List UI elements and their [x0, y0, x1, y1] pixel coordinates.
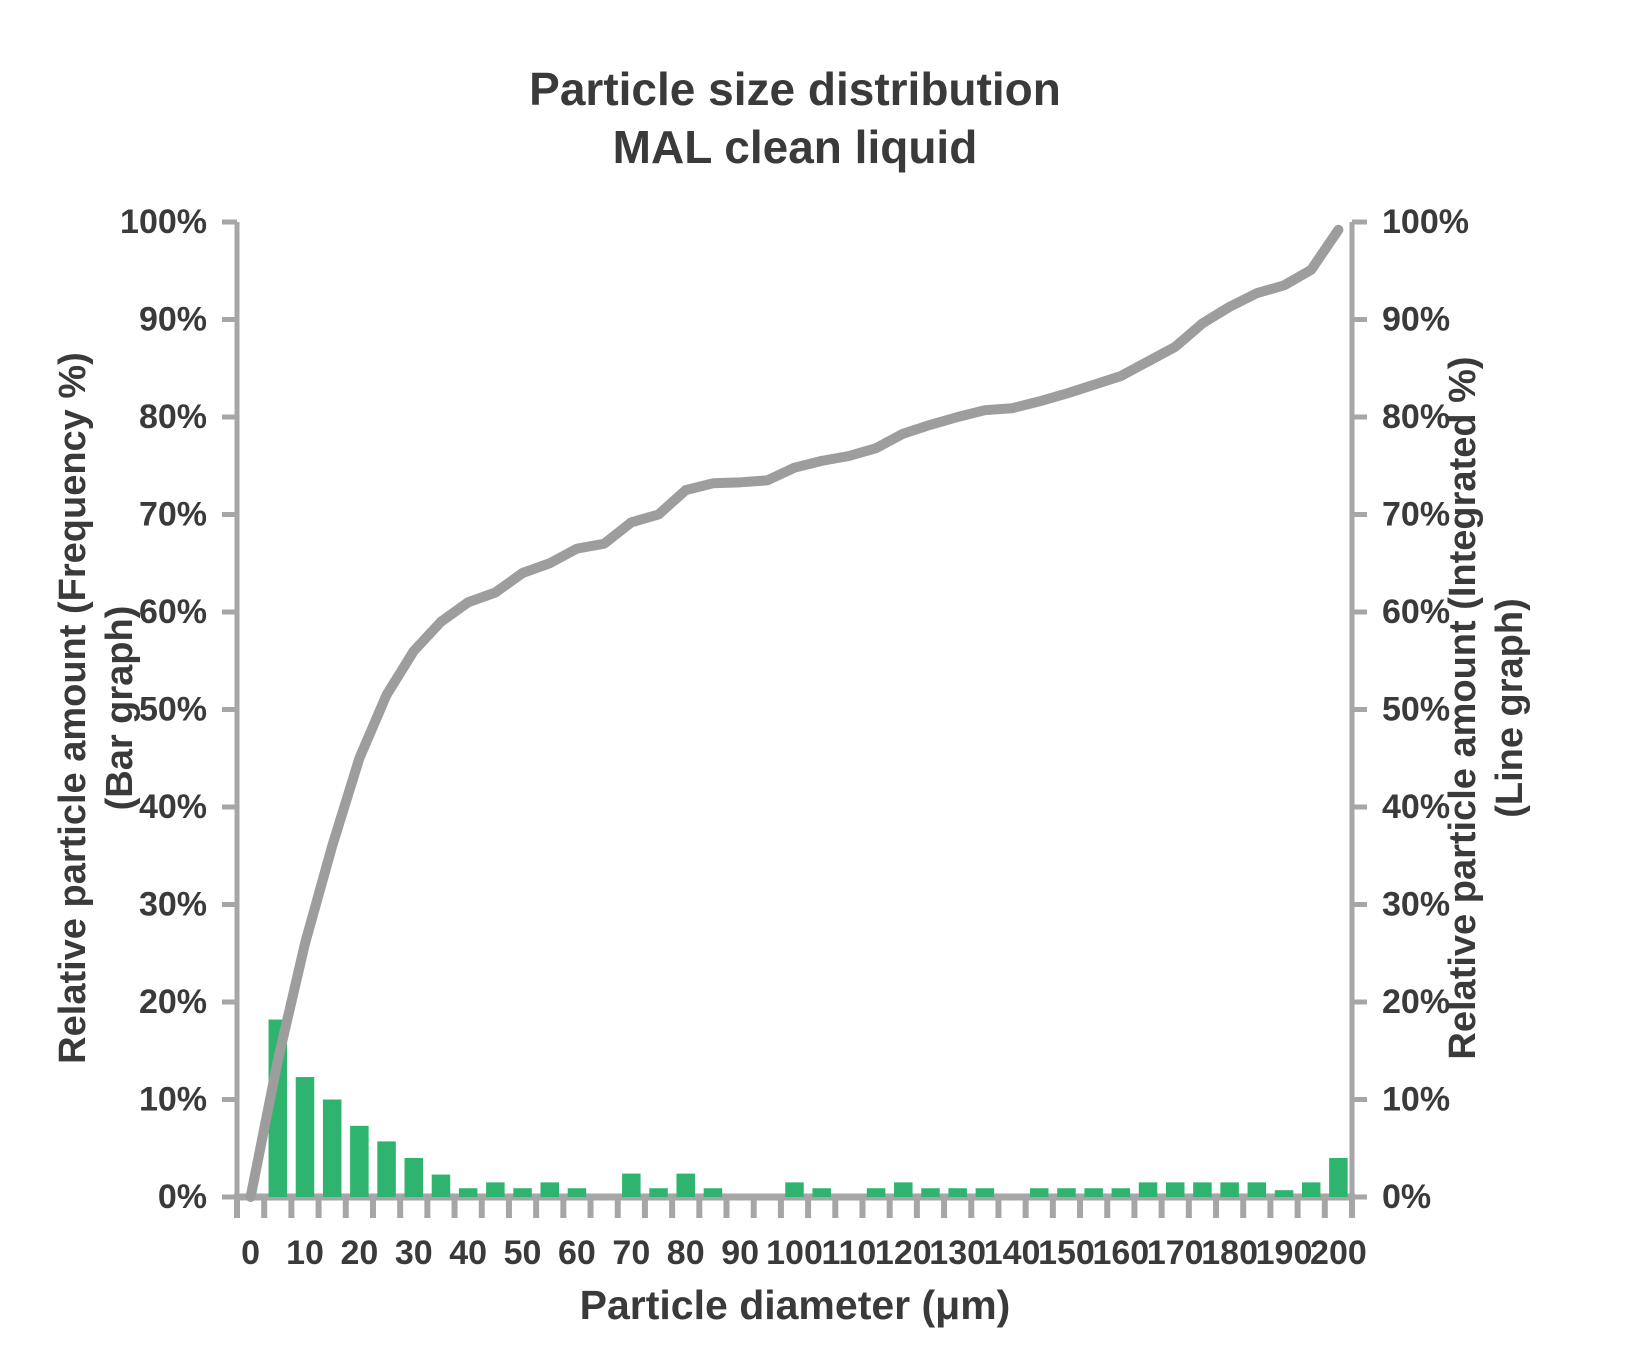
- right-y-tick-label: 20%: [1382, 983, 1450, 1021]
- x-tick-label: 70: [612, 1234, 650, 1272]
- left-y-tick-label: 80%: [139, 398, 207, 436]
- frequency-bar: [975, 1188, 995, 1197]
- frequency-bar: [676, 1173, 695, 1197]
- frequency-bar: [1329, 1158, 1348, 1197]
- left-y-tick-label: 100%: [120, 203, 207, 241]
- x-tick-label: 0: [241, 1234, 260, 1272]
- x-tick-label: 150: [1038, 1234, 1095, 1272]
- frequency-bar: [322, 1099, 342, 1197]
- frequency-bar: [567, 1188, 587, 1197]
- right-y-tick-label: 70%: [1382, 496, 1450, 534]
- x-tick-label: 40: [449, 1234, 487, 1272]
- left-y-tick-label: 40%: [139, 788, 207, 826]
- x-tick-label: 190: [1256, 1234, 1313, 1272]
- right-y-tick-label: 60%: [1382, 593, 1450, 631]
- frequency-bar: [1247, 1182, 1267, 1197]
- frequency-bar: [404, 1158, 424, 1197]
- frequency-bar: [513, 1188, 532, 1197]
- right-y-tick-label: 80%: [1382, 398, 1450, 436]
- frequency-bar: [540, 1182, 559, 1197]
- x-tick-label: 90: [721, 1234, 759, 1272]
- x-tick-label: 130: [929, 1234, 986, 1272]
- x-axis-title: Particle diameter (μm): [579, 1282, 1011, 1328]
- frequency-bar: [295, 1077, 315, 1197]
- frequency-bar: [948, 1188, 967, 1197]
- x-tick-label: 60: [558, 1234, 596, 1272]
- right-y-tick-label: 40%: [1382, 788, 1450, 826]
- frequency-bar: [785, 1182, 804, 1197]
- frequency-bar: [350, 1125, 369, 1197]
- left-y-tick-label: 20%: [139, 983, 207, 1021]
- frequency-bar: [812, 1188, 831, 1197]
- x-tick-label: 170: [1147, 1234, 1204, 1272]
- left-y-tick-label: 0%: [158, 1178, 207, 1216]
- frequency-bar: [866, 1188, 886, 1197]
- x-tick-label: 200: [1310, 1234, 1367, 1272]
- right-y-tick-label: 50%: [1382, 691, 1450, 729]
- frequency-bar: [1193, 1182, 1212, 1197]
- right-y-tick-label: 100%: [1382, 203, 1469, 241]
- frequency-bar: [622, 1173, 641, 1197]
- x-tick-label: 10: [286, 1234, 324, 1272]
- x-tick-label: 140: [984, 1234, 1041, 1272]
- left-y-tick-label: 10%: [139, 1081, 207, 1119]
- frequency-bar: [921, 1188, 940, 1197]
- frequency-bar: [458, 1188, 478, 1197]
- chart-title-line-2: MAL clean liquid: [612, 121, 978, 173]
- frequency-bar: [486, 1182, 505, 1197]
- x-tick-label: 50: [504, 1234, 542, 1272]
- frequency-bar: [1084, 1188, 1103, 1197]
- x-tick-label: 110: [821, 1234, 876, 1272]
- chart-title: Particle size distribution MAL clean liq…: [237, 60, 1353, 176]
- integrated-line: [245, 224, 1344, 1202]
- frequency-bar: [1274, 1190, 1294, 1197]
- frequency-bar: [1057, 1188, 1076, 1197]
- right-y-tick-label: 0%: [1382, 1178, 1431, 1216]
- x-tick-label: 160: [1092, 1234, 1149, 1272]
- frequency-bar: [649, 1188, 668, 1197]
- x-tick-label: 120: [875, 1234, 932, 1272]
- right-y-tick-label: 90%: [1382, 301, 1450, 339]
- frequency-bar: [431, 1174, 451, 1197]
- x-tick-label: 180: [1201, 1234, 1258, 1272]
- chart-title-line-1: Particle size distribution: [529, 63, 1061, 115]
- frequency-bar: [1165, 1182, 1185, 1197]
- frequency-bar: [703, 1188, 723, 1197]
- frequency-bar: [1301, 1182, 1321, 1197]
- frequency-bar: [1138, 1182, 1158, 1197]
- left-y-tick-label: 30%: [139, 886, 207, 924]
- left-y-tick-label: 60%: [139, 593, 207, 631]
- frequency-bar: [1030, 1188, 1049, 1197]
- left-y-tick-label: 90%: [139, 301, 207, 339]
- left-y-tick-label: 50%: [139, 691, 207, 729]
- right-y-tick-label: 10%: [1382, 1081, 1450, 1119]
- x-tick-label: 100: [766, 1234, 823, 1272]
- x-tick-label: 30: [395, 1234, 433, 1272]
- frequency-bar: [894, 1182, 913, 1197]
- right-y-tick-label: 30%: [1382, 886, 1450, 924]
- x-tick-label: 80: [667, 1234, 705, 1272]
- frequency-bar: [377, 1141, 396, 1197]
- left-y-tick-label: 70%: [139, 496, 207, 534]
- frequency-bar: [1111, 1188, 1131, 1197]
- frequency-bar: [1220, 1182, 1239, 1197]
- x-tick-label: 20: [340, 1234, 378, 1272]
